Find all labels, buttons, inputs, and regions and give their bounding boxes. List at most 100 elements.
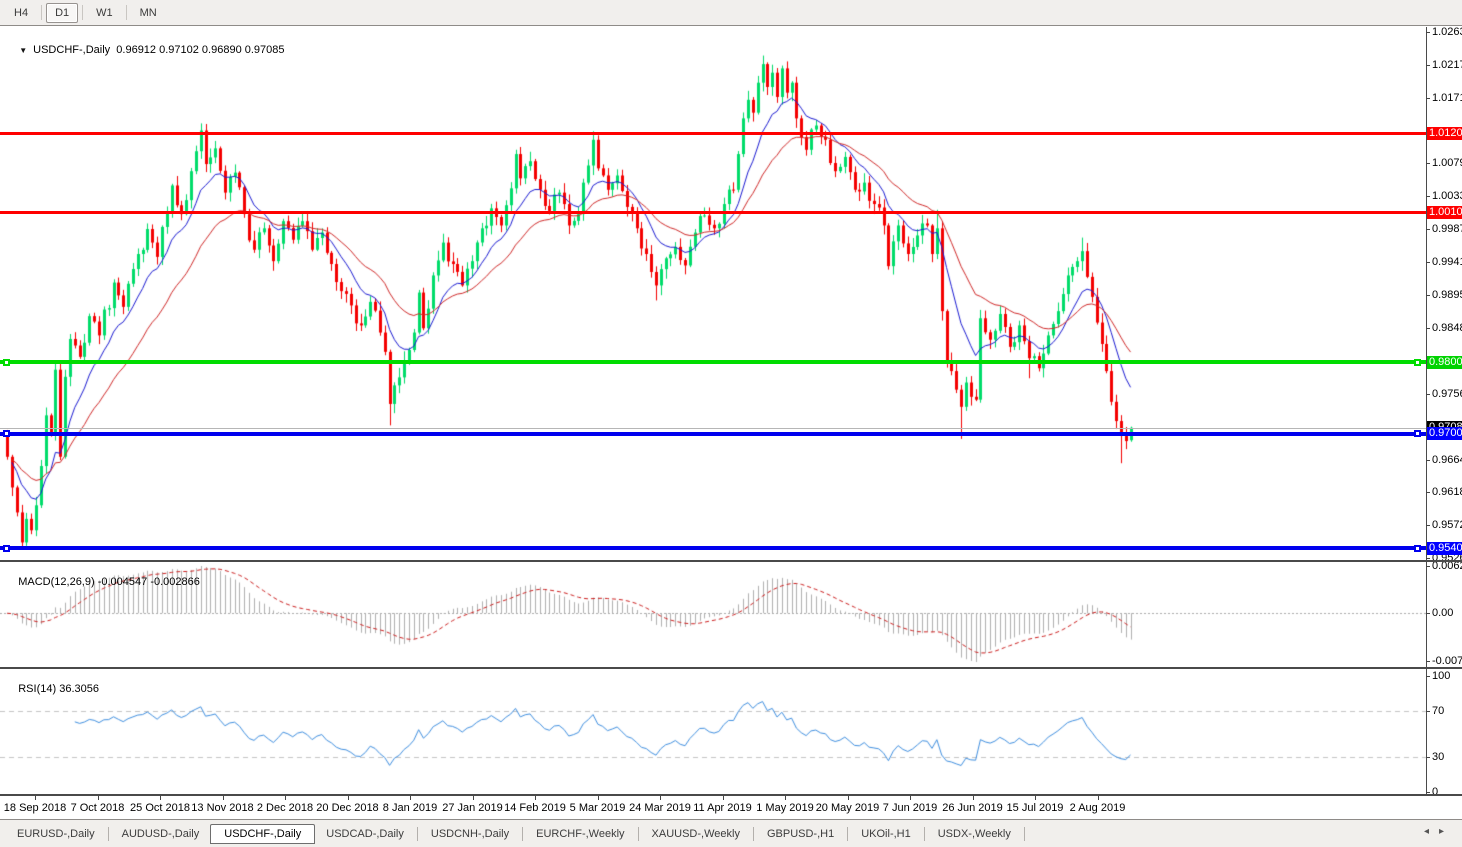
date-label: 14 Feb 2019 — [504, 802, 566, 814]
price-badge-0.97001: 0.97001 — [1427, 427, 1462, 441]
price-chart-canvas[interactable] — [0, 27, 1426, 796]
price-tick-label: 0.96180 — [1432, 486, 1462, 499]
chart-tabs-bar: EURUSD-,Daily AUDUSD-,Daily USDCHF-,Daily U… — [0, 820, 1462, 847]
tab-scroll-left-icon[interactable]: ◂ — [1423, 826, 1439, 837]
chart-tab-usdcnh-daily[interactable]: USDCNH-,Daily — [430, 827, 510, 840]
date-label: 25 Oct 2018 — [130, 802, 190, 814]
price-tick-mark — [1426, 32, 1430, 33]
rsi-tick-mark — [1426, 792, 1430, 793]
price-tick-mark — [1426, 294, 1430, 296]
price-tick-mark — [1426, 261, 1430, 263]
pane-separator[interactable] — [0, 560, 1462, 562]
price-tick-mark — [1426, 163, 1430, 165]
line-handle[interactable] — [3, 544, 10, 552]
chart-tab-eurusd-daily[interactable]: EURUSD-,Daily — [17, 827, 95, 840]
timeframe-button-w1[interactable]: W1 — [96, 6, 113, 19]
rsi-tick-mark — [1426, 757, 1430, 759]
rsi-axis-label: 70 — [1432, 704, 1445, 717]
date-label: 27 Jan 2019 — [442, 802, 503, 814]
current-price-line — [0, 427, 1426, 429]
chart-tab-audusd-daily[interactable]: AUDUSD-,Daily — [121, 827, 200, 840]
price-tick-label: 0.98480 — [1432, 322, 1462, 335]
date-label: 1 May 2019 — [756, 802, 814, 814]
line-handle[interactable] — [1414, 358, 1421, 366]
toolbar-separator — [82, 5, 84, 20]
horizontal-line-1.00106[interactable] — [0, 210, 1426, 214]
price-tick-mark — [1426, 64, 1430, 66]
price-tick-label: 0.96640 — [1432, 453, 1462, 466]
pane-separator[interactable] — [0, 794, 1462, 796]
horizontal-line-0.97001[interactable] — [0, 430, 1426, 438]
line-handle[interactable] — [3, 430, 10, 438]
price-tick-mark — [1426, 492, 1430, 494]
date-label: 8 Jan 2019 — [382, 802, 438, 814]
chart-tab-usdx-weekly[interactable]: USDX-,Weekly — [937, 827, 1011, 840]
horizontal-line-0.95402[interactable] — [0, 544, 1426, 552]
date-tick — [847, 796, 849, 800]
price-tick-mark — [1426, 229, 1430, 231]
toolbar-separator — [125, 5, 127, 20]
chart-tab-xauusd-weekly[interactable]: XAUUSD-,Weekly — [651, 827, 740, 840]
date-tick — [35, 796, 36, 800]
timeframe-button-h4[interactable]: H4 — [14, 6, 29, 19]
timeframe-button-d1[interactable]: D1 — [46, 2, 79, 23]
price-tick-label: 1.01710 — [1432, 91, 1462, 104]
date-tick — [410, 796, 411, 800]
chart-tab-usdcad-daily[interactable]: USDCAD-,Daily — [326, 827, 404, 840]
rsi-header: RSI(14) 36.3056 — [6, 671, 99, 707]
date-tick — [472, 796, 474, 800]
horizontal-line-0.98004[interactable] — [0, 358, 1426, 366]
rsi-tick-mark — [1426, 710, 1430, 712]
price-tick-label: 0.95720 — [1432, 519, 1462, 532]
tab-separator — [416, 826, 418, 841]
pane-separator[interactable] — [0, 667, 1462, 669]
chart-window: ▼ USDCHF-,Daily 0.96912 0.97102 0.96890 0… — [0, 26, 1462, 798]
date-tick — [160, 796, 161, 800]
price-tick-mark — [1426, 328, 1430, 330]
price-tick-mark — [1426, 97, 1430, 99]
date-tick — [1035, 796, 1036, 800]
line-handle[interactable] — [3, 358, 10, 366]
price-tick-label: 1.00330 — [1432, 190, 1462, 203]
price-tick-mark — [1426, 558, 1430, 560]
chart-tab-gbpusd-h1[interactable]: GBPUSD-,H1 — [766, 827, 835, 840]
symbol-period-label: USDCHF-,Daily — [33, 44, 111, 56]
date-tick — [910, 796, 911, 800]
date-label: 7 Oct 2018 — [70, 802, 125, 814]
rsi-axis-label: 100 — [1432, 670, 1451, 682]
chart-tab-usdchf-daily[interactable]: USDCHF-,Daily — [210, 823, 316, 844]
tab-scroll-right-icon[interactable]: ▸ — [1438, 826, 1454, 837]
price-tick-label: 0.99870 — [1432, 223, 1462, 236]
macd-axis-label: 0.00 — [1432, 607, 1454, 620]
price-tick-label: 0.99410 — [1432, 255, 1462, 268]
date-tick — [660, 796, 661, 800]
date-label: 5 Mar 2019 — [569, 802, 626, 814]
price-tick-mark — [1426, 196, 1430, 198]
rsi-label: RSI(14) — [18, 683, 57, 695]
symbol-dropdown-icon[interactable]: ▼ — [19, 46, 28, 55]
ohlc-values: 0.96912 0.97102 0.96890 0.97085 — [116, 44, 285, 56]
tab-scroll-arrows: ◂▸ — [1424, 826, 1454, 837]
line-handle[interactable] — [1414, 544, 1421, 552]
rsi-tick-mark — [1426, 676, 1430, 677]
price-scale-divider — [1426, 27, 1427, 795]
price-tick-mark — [1426, 393, 1430, 395]
date-tick — [597, 796, 599, 800]
date-label: 20 Dec 2018 — [316, 802, 379, 814]
price-tick-label: 0.98950 — [1432, 288, 1462, 301]
tab-separator — [847, 826, 849, 841]
horizontal-line-1.01205[interactable] — [0, 132, 1426, 136]
timeframe-button-mn[interactable]: MN — [139, 6, 157, 19]
macd-tick-mark — [1426, 566, 1430, 567]
date-tick — [1097, 796, 1099, 800]
chart-tab-ukoil-h1[interactable]: UKOil-,H1 — [861, 827, 911, 840]
date-label: 7 Jun 2019 — [882, 802, 938, 814]
date-tick — [535, 796, 536, 800]
toolbar-separator — [41, 5, 43, 20]
rsi-axis-label: 0 — [1432, 786, 1439, 798]
tab-separator — [752, 826, 754, 841]
line-handle[interactable] — [1414, 430, 1421, 438]
chart-tab-eurchf-weekly[interactable]: EURCHF-,Weekly — [536, 827, 625, 840]
macd-header: MACD(12,26,9) -0.004547 -0.002866 — [6, 564, 200, 600]
macd-values: -0.004547 -0.002866 — [97, 576, 200, 588]
